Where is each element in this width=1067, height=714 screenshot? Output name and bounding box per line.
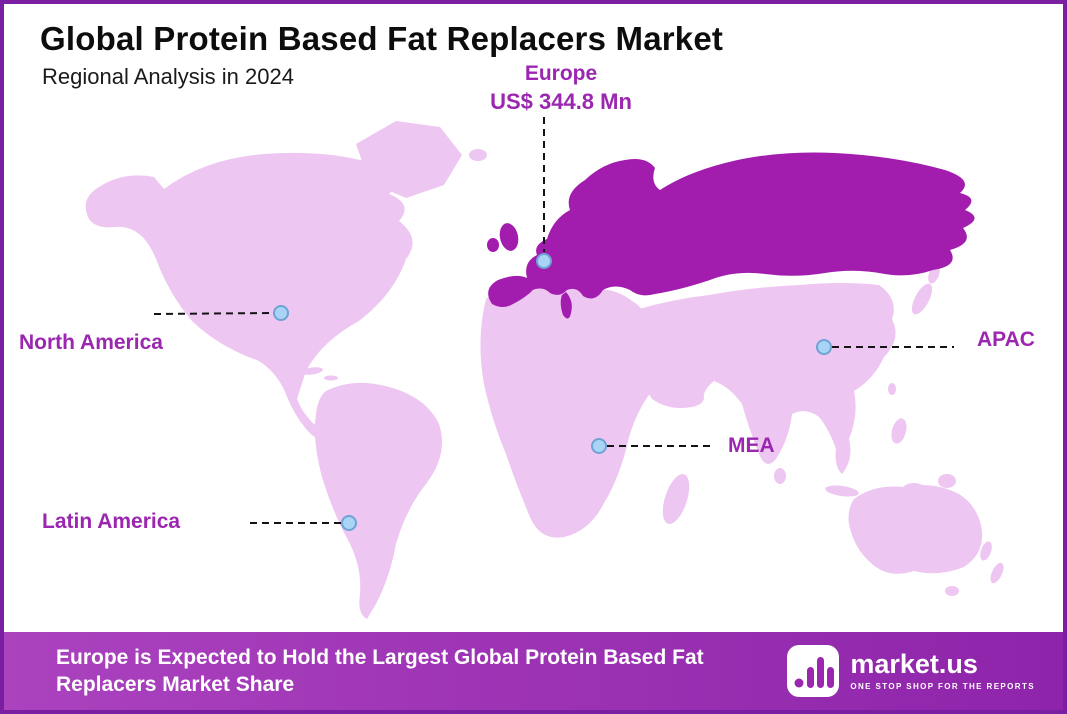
marker-europe [536, 253, 552, 269]
world-map [85, 117, 1004, 619]
island-sri-lanka [774, 468, 786, 484]
callout-line-north-america [153, 312, 274, 315]
region-label-north-america: North America [19, 331, 163, 354]
island-sumatra [825, 485, 859, 497]
island-great-britain [499, 223, 519, 251]
island-new-guinea [938, 474, 956, 488]
brand-tagline: ONE STOP SHOP FOR THE REPORTS [850, 682, 1035, 691]
marker-apac [816, 339, 832, 355]
region-europe-highlight [488, 152, 975, 307]
marker-latin-america [341, 515, 357, 531]
region-value-europe: US$ 344.8 Mn [490, 89, 632, 114]
region-label-europe: Europe [524, 62, 598, 85]
region-label-mea: MEA [728, 434, 775, 457]
continent-north-america [85, 152, 413, 445]
region-label-latin-america: Latin America [42, 510, 181, 533]
region-callout-europe: Europe US$ 344.8 Mn [451, 62, 671, 115]
island-taiwan [888, 383, 896, 395]
marker-mea [591, 438, 607, 454]
market-us-logo-icon [787, 645, 840, 697]
island-philippines [891, 418, 907, 444]
marker-north-america [273, 305, 289, 321]
brand-lockup: market.us ONE STOP SHOP FOR THE REPORTS [787, 645, 1035, 697]
island-ireland [487, 238, 499, 252]
brand-text: market.us ONE STOP SHOP FOR THE REPORTS [850, 649, 1035, 692]
region-asia-light [602, 283, 896, 474]
page-subtitle: Regional Analysis in 2024 [42, 64, 294, 89]
island-new-zealand-south [990, 562, 1004, 584]
island-tasmania [945, 586, 959, 596]
region-label-apac: APAC [977, 328, 1035, 351]
footer-note: Europe is Expected to Hold the Largest G… [56, 645, 704, 696]
island-new-zealand-north [980, 541, 992, 561]
footer-banner: Europe is Expected to Hold the Largest G… [4, 632, 1063, 710]
continent-south-america [314, 382, 443, 619]
island-cuba [301, 367, 323, 375]
island-iceland [469, 149, 487, 161]
region-italy [560, 292, 572, 319]
island-madagascar [662, 474, 690, 524]
island-japan-honshu [911, 283, 933, 315]
brand-name: market.us [850, 649, 978, 679]
page-title: Global Protein Based Fat Replacers Marke… [40, 20, 724, 57]
continent-australia [848, 485, 983, 574]
island-hispaniola [324, 375, 338, 381]
